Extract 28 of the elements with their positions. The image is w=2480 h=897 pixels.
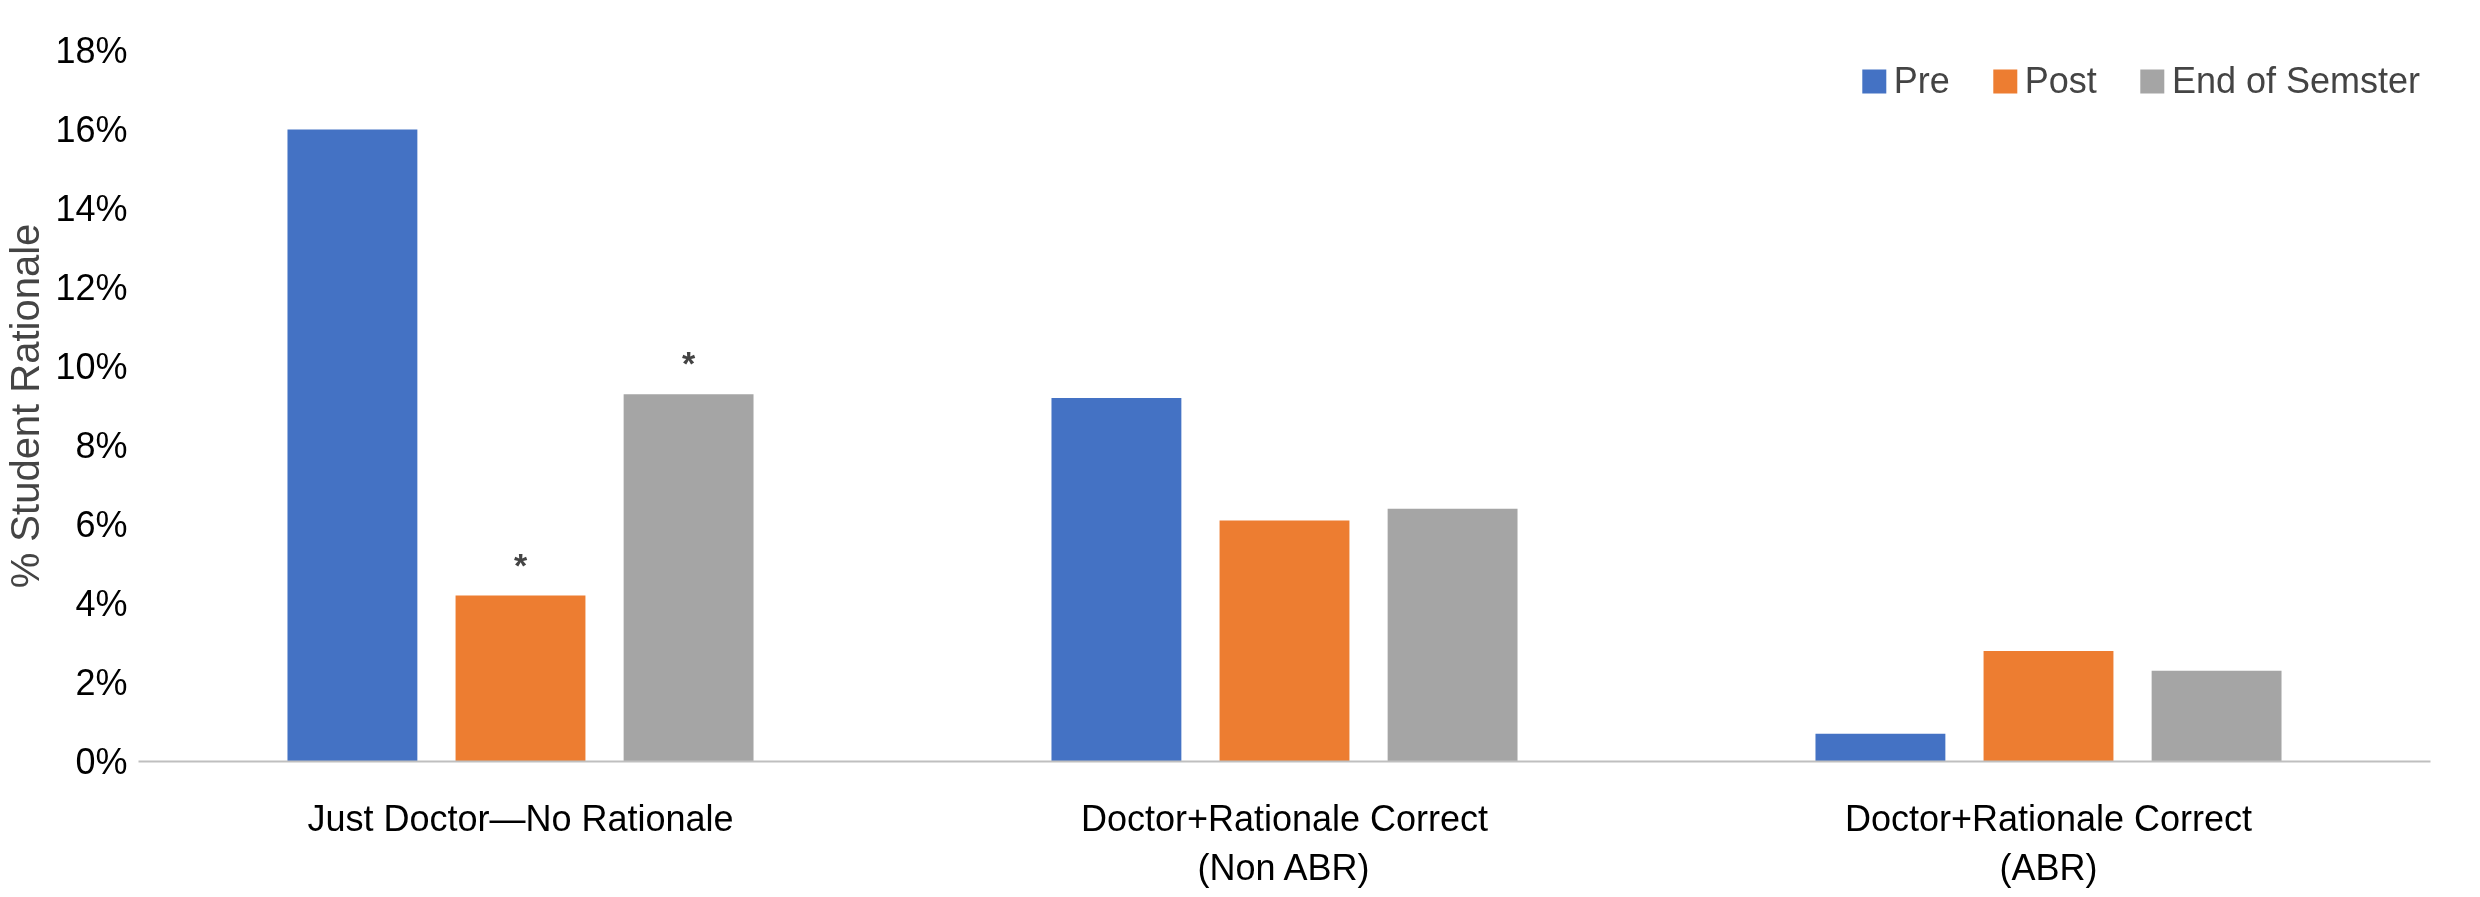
bar xyxy=(1815,733,1946,762)
y-tick-label: 2% xyxy=(75,662,128,703)
y-tick-label: 8% xyxy=(75,425,128,466)
y-tick-label: 0% xyxy=(75,741,128,782)
y-axis-title: % Student Rationale xyxy=(3,223,48,589)
bar xyxy=(1387,508,1518,762)
legend-label: Post xyxy=(2024,60,2097,102)
y-tick-label: 18% xyxy=(55,30,128,71)
y-tick-label: 14% xyxy=(55,188,128,229)
data-label: * xyxy=(513,545,528,584)
bar xyxy=(1051,398,1182,762)
x-tick-label: Doctor+Rationale Correct (Non ABR) xyxy=(1080,797,1489,888)
x-tick-label: Doctor+Rationale Correct (ABR) xyxy=(1844,797,2253,888)
y-tick-label: 10% xyxy=(55,346,128,387)
legend-label: End of Semster xyxy=(2171,60,2420,102)
bar xyxy=(2151,670,2282,762)
bar xyxy=(1219,520,1350,762)
y-tick-label: 16% xyxy=(55,109,128,150)
y-tick-label: 6% xyxy=(75,504,128,545)
x-tick-label: Just Doctor—No Rationale xyxy=(307,797,734,839)
bar xyxy=(623,394,754,762)
y-tick-label: 12% xyxy=(55,267,128,308)
bar xyxy=(287,129,418,762)
y-tick-label: 4% xyxy=(75,583,128,624)
data-label: * xyxy=(681,344,696,383)
bar xyxy=(455,595,586,762)
bar xyxy=(1983,650,2114,762)
legend-label: Pre xyxy=(1893,60,1950,102)
